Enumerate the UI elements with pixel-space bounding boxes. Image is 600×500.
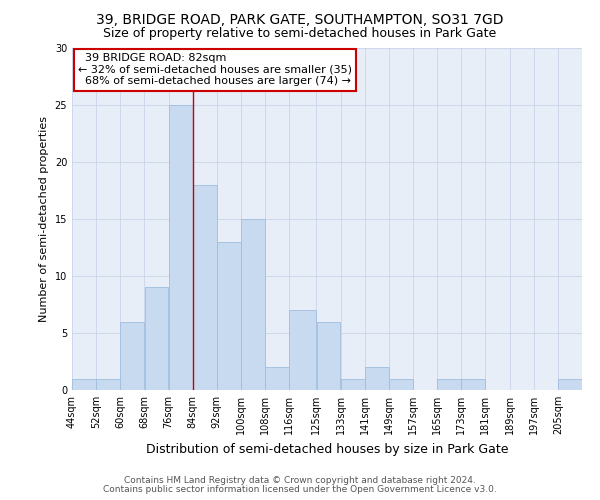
Bar (72, 378, 96, 390)
Y-axis label: Number of semi-detached properties: Number of semi-detached properties (39, 116, 49, 322)
Text: Contains public sector information licensed under the Open Government Licence v3: Contains public sector information licen… (103, 484, 497, 494)
Bar (389, 378, 413, 390)
Bar (217, 242, 241, 390)
Bar (193, 184, 217, 390)
Bar (341, 378, 365, 390)
Text: Size of property relative to semi-detached houses in Park Gate: Size of property relative to semi-detach… (103, 28, 497, 40)
Bar (558, 378, 582, 390)
Bar (121, 322, 145, 390)
Text: 39 BRIDGE ROAD: 82sqm  
← 32% of semi-detached houses are smaller (35)
  68% of : 39 BRIDGE ROAD: 82sqm ← 32% of semi-deta… (78, 53, 352, 86)
Bar (289, 310, 316, 390)
Bar (317, 322, 340, 390)
Bar (145, 287, 169, 390)
Bar (241, 219, 265, 390)
Bar (169, 104, 193, 390)
Bar (96, 378, 120, 390)
X-axis label: Distribution of semi-detached houses by size in Park Gate: Distribution of semi-detached houses by … (146, 442, 508, 456)
Text: Contains HM Land Registry data © Crown copyright and database right 2024.: Contains HM Land Registry data © Crown c… (124, 476, 476, 485)
Bar (437, 378, 461, 390)
Bar (365, 367, 389, 390)
Bar (265, 367, 289, 390)
Text: 39, BRIDGE ROAD, PARK GATE, SOUTHAMPTON, SO31 7GD: 39, BRIDGE ROAD, PARK GATE, SOUTHAMPTON,… (96, 12, 504, 26)
Bar (461, 378, 485, 390)
